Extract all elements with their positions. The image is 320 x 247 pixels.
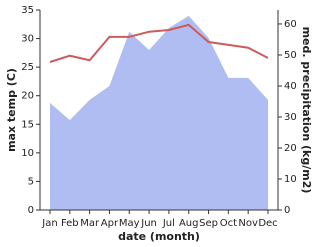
y-tick-label: 0 <box>28 205 34 216</box>
x-axis-title: date (month) <box>118 230 200 243</box>
y2-tick-label: 40 <box>284 81 297 92</box>
x-tick-label: Nov <box>238 218 258 229</box>
y-axis-title: max temp (C) <box>5 68 18 152</box>
x-tick-label: Feb <box>61 218 79 229</box>
y2-tick-label: 10 <box>284 174 297 185</box>
x-tick-label: Apr <box>101 218 119 229</box>
x-tick-label: Oct <box>220 218 237 229</box>
y2-tick-label: 60 <box>284 19 297 30</box>
y-tick-label: 25 <box>21 62 34 73</box>
x-tick-label: Jan <box>41 218 57 229</box>
x-tick-label: Sep <box>199 218 218 229</box>
x-tick-label: Dec <box>258 218 277 229</box>
x-tick-label: Jul <box>162 218 175 229</box>
x-tick-label: Mar <box>80 218 100 229</box>
x-tick-label: Aug <box>179 218 199 229</box>
x-tick-label: Jun <box>140 218 157 229</box>
y-tick-label: 30 <box>21 34 34 45</box>
y2-tick-label: 30 <box>284 112 297 123</box>
y-tick-label: 10 <box>21 148 34 159</box>
y-tick-label: 35 <box>21 5 34 16</box>
y2-tick-label: 0 <box>284 205 290 216</box>
y-tick-label: 5 <box>28 176 34 187</box>
precipitation-area <box>50 15 268 210</box>
y2-tick-label: 20 <box>284 143 297 154</box>
y2-tick-label: 50 <box>284 50 297 61</box>
y-tick-label: 20 <box>21 91 34 102</box>
x-tick-label: May <box>119 218 140 229</box>
temperature-line <box>49 23 269 63</box>
y2-axis-title: med. precipitation (kg/m2) <box>300 27 313 194</box>
y-tick-label: 15 <box>21 119 34 130</box>
